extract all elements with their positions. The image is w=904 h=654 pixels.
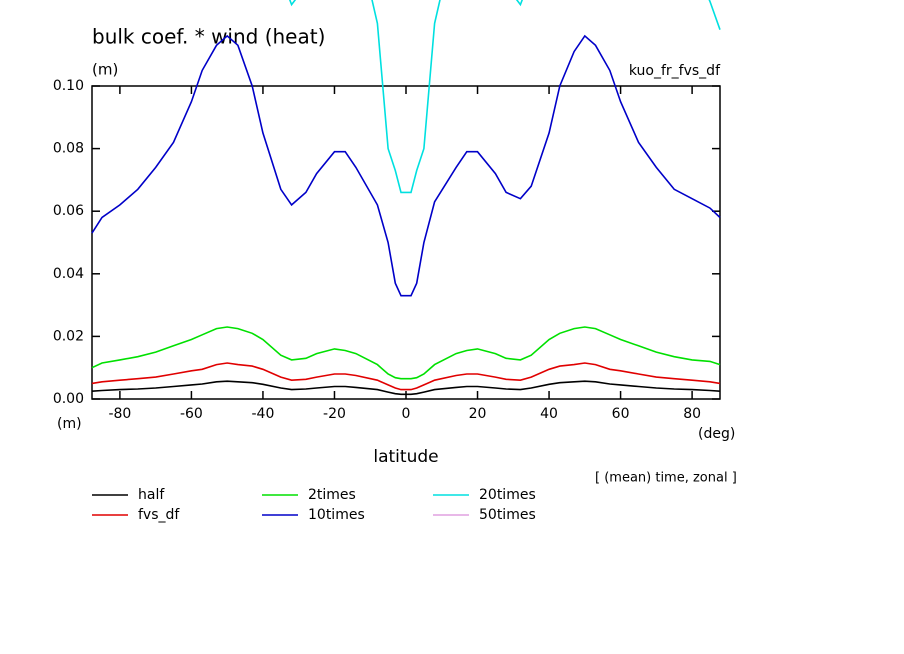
y-tick-label: 0.10 xyxy=(53,78,84,94)
legend-label: half xyxy=(138,487,165,503)
top-right-label: kuo_fr_fvs_df xyxy=(629,63,721,79)
x-tick-label: 80 xyxy=(683,406,701,422)
x-axis-label: latitude xyxy=(373,447,438,467)
x-tick-label: 20 xyxy=(469,406,487,422)
chart-title: bulk coef. * wind (heat) xyxy=(92,25,325,49)
y-unit: (m) xyxy=(92,61,118,79)
legend-label: 10times xyxy=(308,507,365,523)
legend-label: fvs_df xyxy=(138,507,180,523)
note: [ (mean) time, zonal ] xyxy=(595,471,737,486)
legend-label: 20times xyxy=(479,487,536,503)
x-tick-label: 0 xyxy=(402,406,411,422)
y-tick-label: 0.08 xyxy=(53,141,84,157)
x-tick-label: 40 xyxy=(540,406,558,422)
x-tick-label: -20 xyxy=(323,406,346,422)
y-tick-label: 0.06 xyxy=(53,203,84,219)
series-line xyxy=(91,362,721,391)
series-line xyxy=(91,326,721,380)
y-unit-bottom: (m) xyxy=(57,416,82,432)
x-tick-label: 60 xyxy=(612,406,630,422)
x-tick-label: -60 xyxy=(180,406,203,422)
legend-label: 2times xyxy=(308,487,356,503)
y-tick-label: 0.04 xyxy=(53,266,84,282)
y-tick-label: 0.00 xyxy=(53,391,84,407)
legend-label: 50times xyxy=(479,507,536,523)
x-unit: (deg) xyxy=(698,426,735,442)
series-line xyxy=(91,34,721,297)
y-tick-label: 0.02 xyxy=(53,328,84,344)
series-line xyxy=(91,380,721,396)
x-tick-label: -80 xyxy=(108,406,131,422)
plot-frame xyxy=(91,85,721,400)
x-tick-label: -40 xyxy=(252,406,275,422)
series-line xyxy=(288,0,721,194)
